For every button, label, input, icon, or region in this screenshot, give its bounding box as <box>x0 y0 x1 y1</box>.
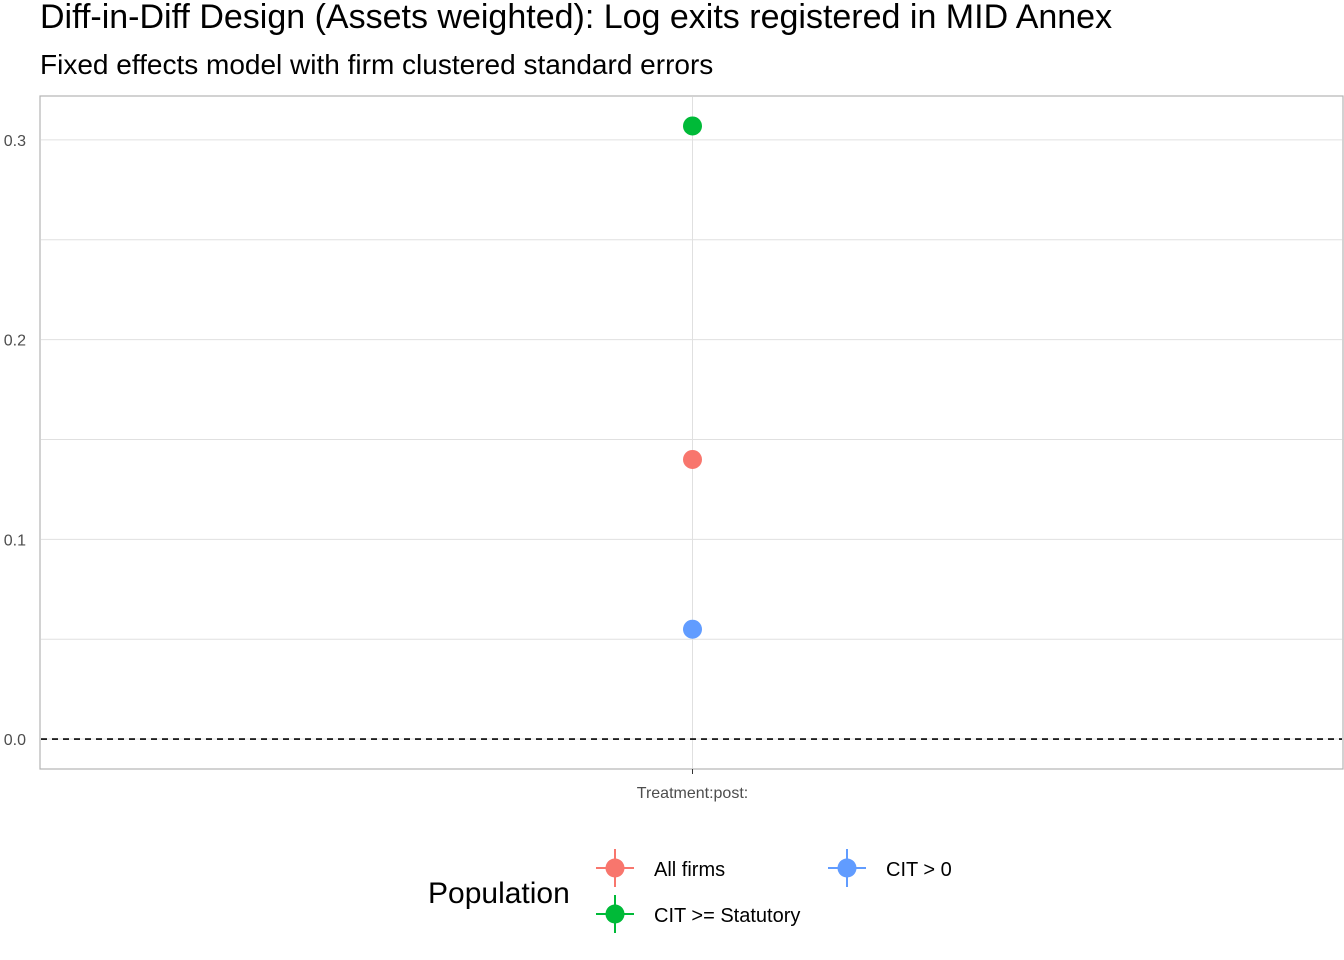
data-point <box>683 449 702 469</box>
data-point <box>683 116 702 136</box>
y-tick-label: 0.1 <box>4 532 26 549</box>
legend: Population All firms CIT > 0 CIT >= Statut… <box>428 849 952 933</box>
grid-layer <box>41 97 1342 768</box>
points-layer <box>683 116 702 639</box>
y-tick-label: 0.2 <box>4 333 26 350</box>
chart-subtitle: Fixed effects model with firm clustered … <box>40 49 713 80</box>
legend-key-point <box>837 858 857 878</box>
legend-key-point <box>605 858 625 878</box>
y-tick-label: 0.0 <box>4 732 26 749</box>
legend-entry-label: CIT > 0 <box>886 859 952 881</box>
plot-panel-border <box>39 95 1344 770</box>
legend-keys: All firms CIT > 0 CIT >= Statutory <box>596 849 952 933</box>
legend-entry-label: CIT >= Statutory <box>654 905 800 927</box>
legend-entry-label: All firms <box>654 859 725 881</box>
chart-title: Diff-in-Diff Design (Assets weighted): L… <box>40 0 1112 36</box>
axis-layer: 0.0 0.1 0.2 0.3 Treatment:post: <box>4 133 748 802</box>
data-point <box>683 619 702 639</box>
legend-key-point <box>605 904 625 924</box>
y-tick-label: 0.3 <box>4 133 26 150</box>
x-tick-label: Treatment:post: <box>637 785 748 802</box>
legend-title: Population <box>428 877 570 910</box>
